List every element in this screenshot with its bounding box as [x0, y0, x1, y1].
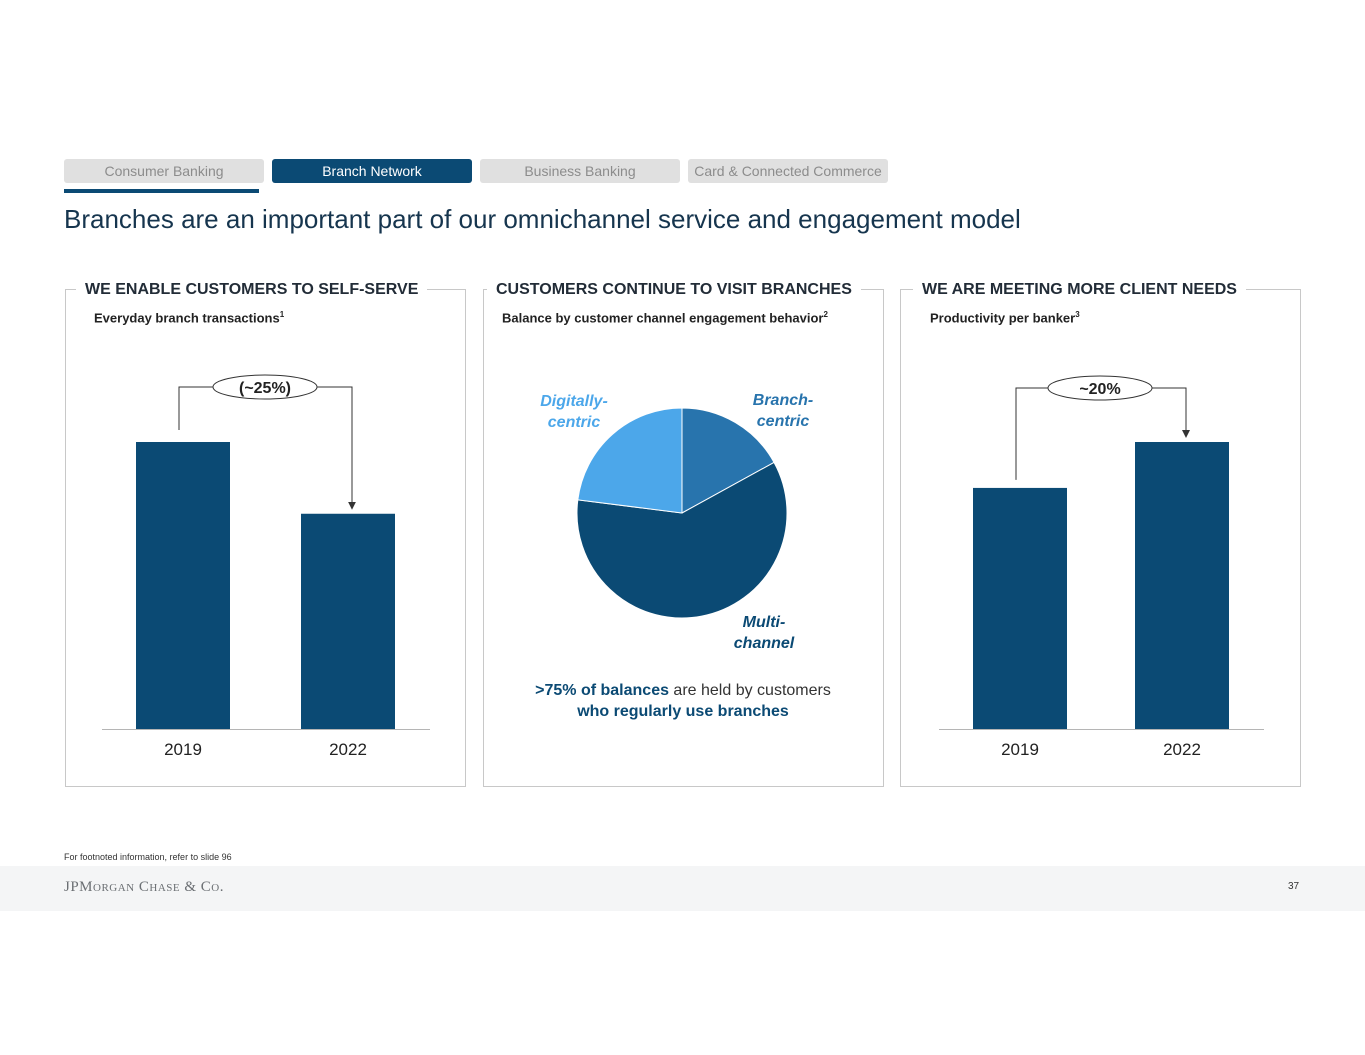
- jpmorgan-logo: JPMorgan Chase & Co.: [64, 879, 224, 895]
- panel-subtitle-visit-branches: Balance by customer channel engagement b…: [502, 310, 828, 326]
- x-tick-label-2019-chart1: 2019: [164, 740, 202, 759]
- tab-underline: [64, 189, 259, 193]
- balances-note: >75% of balances are held by customers w…: [535, 682, 831, 720]
- pie-slice-branch-centric: [681, 407, 775, 514]
- page-title: Branches are an important part of our om…: [64, 204, 1021, 234]
- callout-label-chart2: ~20%: [1079, 381, 1120, 398]
- tab-branch-network[interactable]: Branch Network: [272, 159, 472, 183]
- x-tick-label-2019-chart2: 2019: [1001, 740, 1039, 759]
- panel-subtitle-client-needs: Productivity per banker3: [930, 310, 1080, 326]
- pie-label-branch-centric: Branch-centric: [753, 392, 813, 430]
- panel-heading-client-needs: WE ARE MEETING MORE CLIENT NEEDS: [913, 280, 1246, 300]
- bar-2022-chart2: [1135, 442, 1229, 729]
- callout-oval-chart1: [212, 374, 318, 400]
- x-tick-label-2022-chart1: 2022: [329, 740, 367, 759]
- callout-arrow-chart2: [1152, 387, 1190, 438]
- tab-consumer-banking[interactable]: Consumer Banking: [64, 159, 264, 183]
- bar-2019-chart2: [973, 487, 1067, 729]
- pie-label-digitally-centric: Digitally-centric: [540, 393, 608, 431]
- pie-slice-multi-channel: [576, 461, 788, 619]
- callout-label-chart1: (~25%): [239, 380, 291, 397]
- tab-card-connected-commerce[interactable]: Card & Connected Commerce: [688, 159, 888, 183]
- x-tick-label-2022-chart2: 2022: [1163, 740, 1201, 759]
- callout-line-left-chart2: [1015, 387, 1048, 480]
- callout-oval-chart2: [1047, 375, 1153, 401]
- pie-slice-digitally-centric: [577, 407, 683, 514]
- panel-heading-self-serve: WE ENABLE CUSTOMERS TO SELF-SERVE: [76, 280, 428, 300]
- page-number: 37: [1288, 881, 1300, 892]
- footnote: For footnoted information, refer to slid…: [64, 852, 232, 862]
- pie-label-multi-channel: Multi-channel: [734, 614, 795, 652]
- panel-heading-visit-branches: CUSTOMERS CONTINUE TO VISIT BRANCHES: [487, 280, 861, 300]
- bar-2019-chart1: [136, 442, 230, 729]
- footer-bar: [0, 866, 1365, 911]
- panel-subtitle-self-serve: Everyday branch transactions1: [94, 310, 285, 326]
- callout-line-left-chart1: [178, 386, 213, 430]
- callout-arrow-chart1: [317, 386, 356, 510]
- bar-2022-chart1: [301, 513, 395, 729]
- tab-business-banking[interactable]: Business Banking: [480, 159, 680, 183]
